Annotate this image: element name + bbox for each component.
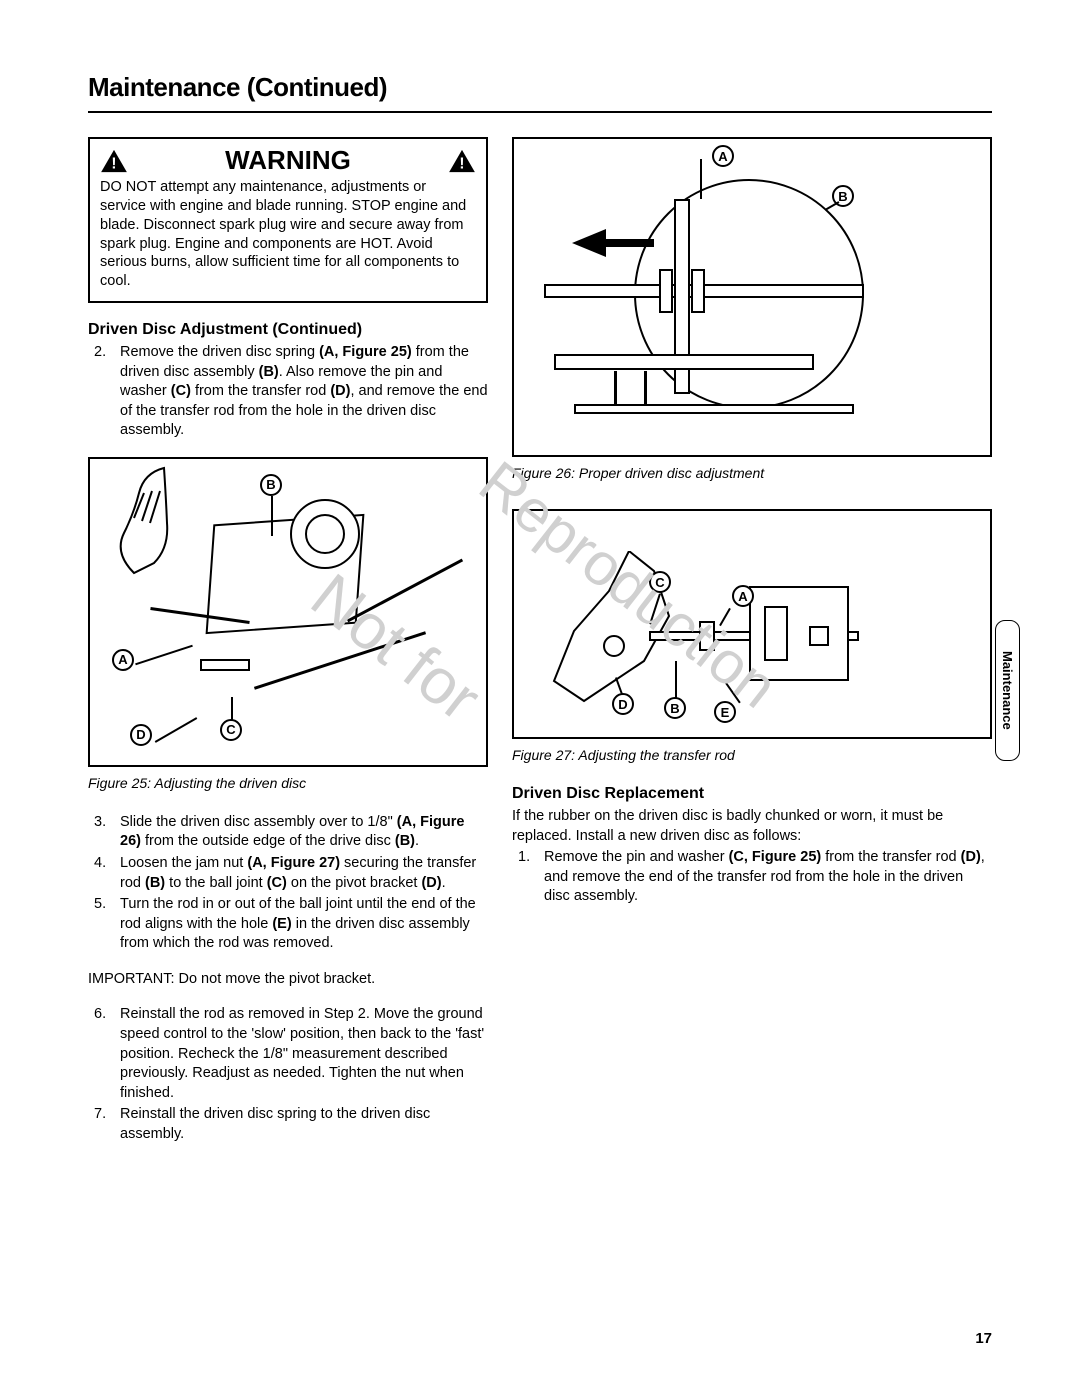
text: to the ball joint (165, 875, 267, 891)
warning-box: ! WARNING ! DO NOT attempt any maintenan… (88, 137, 488, 303)
ref: (D) (421, 875, 441, 891)
step-3: 3. Slide the driven disc assembly over t… (108, 813, 488, 852)
callout-a: A (112, 649, 134, 671)
figure-27-caption: Figure 27: Adjusting the transfer rod (512, 747, 992, 763)
right-column: A B Figure 26: Proper driven disc adjust… (512, 137, 992, 1146)
step-number: 1. (518, 848, 530, 868)
ref: (C) (171, 383, 191, 399)
page-root: Maintenance (Continued) ! WARNING ! DO N… (0, 0, 1080, 1186)
text: . (415, 833, 419, 849)
step-list-d: 1. Remove the pin and washer (C, Figure … (512, 848, 992, 907)
ref: (B) (395, 833, 415, 849)
page-title: Maintenance (Continued) (88, 72, 992, 103)
step-list-c: 6. Reinstall the rod as removed in Step … (88, 1005, 488, 1144)
section1-heading: Driven Disc Adjustment (Continued) (88, 321, 488, 339)
callout-b: B (260, 474, 282, 496)
title-rule (88, 111, 992, 113)
text: from the transfer rod (821, 849, 960, 865)
step-number: 5. (94, 895, 106, 915)
ref: (C) (267, 875, 287, 891)
callout-c: C (649, 571, 671, 593)
text: Remove the driven disc spring (120, 344, 319, 360)
step-2: 2. Remove the driven disc spring (A, Fig… (108, 343, 488, 441)
text: from the transfer rod (191, 383, 330, 399)
figure-26: A B (512, 137, 992, 457)
text: from the outside edge of the drive disc (141, 833, 395, 849)
ref: (D) (330, 383, 350, 399)
text: on the pivot bracket (287, 875, 422, 891)
callout-e: E (714, 701, 736, 723)
text: Reinstall the driven disc spring to the … (120, 1106, 430, 1142)
ref: (C, Figure 25) (729, 849, 822, 865)
figure-25-caption: Figure 25: Adjusting the driven disc (88, 775, 488, 791)
page-number: 17 (975, 1330, 992, 1347)
figure-26-caption: Figure 26: Proper driven disc adjustment (512, 465, 992, 481)
section2-intro: If the rubber on the driven disc is badl… (512, 807, 992, 846)
important-note: IMPORTANT: Do not move the pivot bracket… (88, 970, 488, 990)
svg-text:!: ! (459, 155, 464, 172)
ref: (B) (145, 875, 165, 891)
content-columns: ! WARNING ! DO NOT attempt any maintenan… (88, 137, 992, 1146)
step-number: 6. (94, 1005, 106, 1025)
warning-icon: ! (100, 149, 128, 173)
step-list-b: 3. Slide the driven disc assembly over t… (88, 813, 488, 954)
step-4: 4. Loosen the jam nut (A, Figure 27) sec… (108, 854, 488, 893)
warning-title: WARNING (128, 145, 448, 176)
text: Slide the driven disc assembly over to 1… (120, 814, 397, 830)
step-number: 3. (94, 813, 106, 833)
step-number: 4. (94, 854, 106, 874)
ref: (B) (259, 364, 279, 380)
step-7: 7. Reinstall the driven disc spring to t… (108, 1105, 488, 1144)
replace-step-1: 1. Remove the pin and washer (C, Figure … (532, 848, 992, 907)
text: Reinstall the rod as removed in Step 2. … (120, 1006, 484, 1100)
ref: (D) (961, 849, 981, 865)
ref: (A, Figure 25) (319, 344, 412, 360)
callout-b: B (664, 697, 686, 719)
text: Remove the pin and washer (544, 849, 729, 865)
step-number: 2. (94, 343, 106, 363)
figure-25: B A C D (88, 457, 488, 767)
callout-d: D (130, 724, 152, 746)
callout-d: D (612, 693, 634, 715)
callout-c: C (220, 719, 242, 741)
text: . (442, 875, 446, 891)
ref: (A, Figure 27) (247, 855, 340, 871)
svg-text:!: ! (111, 155, 116, 172)
step-5: 5. Turn the rod in or out of the ball jo… (108, 895, 488, 954)
section2-heading: Driven Disc Replacement (512, 785, 992, 803)
callout-a: A (712, 145, 734, 167)
text: Loosen the jam nut (120, 855, 247, 871)
warning-icon: ! (448, 149, 476, 173)
left-column: ! WARNING ! DO NOT attempt any maintenan… (88, 137, 488, 1146)
side-tab-maintenance: Maintenance (995, 620, 1020, 761)
warning-text: DO NOT attempt any maintenance, adjustme… (100, 178, 476, 291)
hand-sketch (94, 463, 184, 583)
step-6: 6. Reinstall the rod as removed in Step … (108, 1005, 488, 1103)
step-list-a: 2. Remove the driven disc spring (A, Fig… (88, 343, 488, 441)
ref: (E) (272, 916, 291, 932)
figure-27: C A D B E (512, 509, 992, 739)
callout-a: A (732, 585, 754, 607)
warning-header: ! WARNING ! (100, 145, 476, 176)
step-number: 7. (94, 1105, 106, 1125)
